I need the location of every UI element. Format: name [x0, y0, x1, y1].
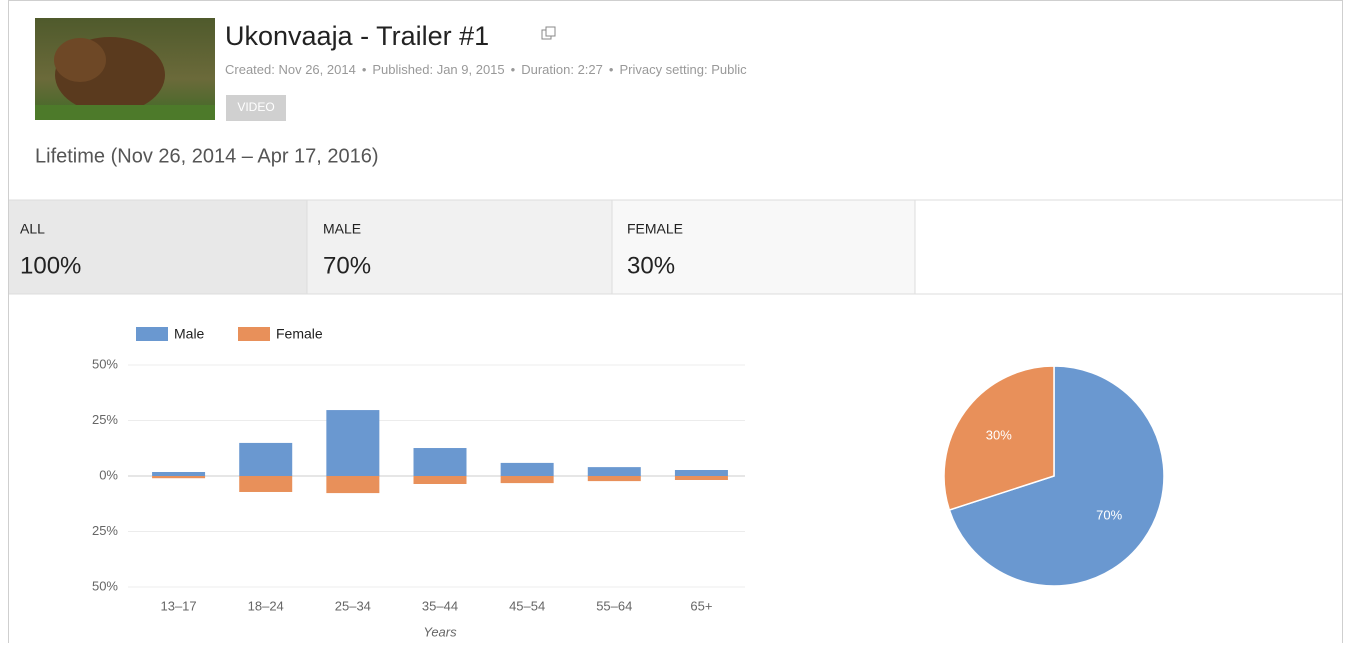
- bar: [675, 476, 728, 480]
- legend-label: Female: [276, 326, 323, 342]
- y-tick-label: 0%: [99, 467, 118, 482]
- bar: [414, 448, 467, 476]
- pie-label: 70%: [1096, 508, 1122, 523]
- tab-value: 30%: [627, 252, 675, 279]
- video-title[interactable]: Ukonvaaja - Trailer #1: [225, 21, 489, 51]
- y-tick-label: 50%: [92, 356, 118, 371]
- x-tick-label: 13–17: [160, 598, 196, 613]
- bar: [414, 476, 467, 484]
- bar: [588, 476, 641, 481]
- bar: [152, 476, 205, 478]
- tab-label[interactable]: MALE: [323, 221, 361, 237]
- page: Ukonvaaja - Trailer #1 Created: Nov 26, …: [0, 0, 1352, 648]
- tab-bg: [915, 200, 1342, 294]
- separator: •: [609, 62, 614, 77]
- tabs: ALL 100% MALE 70% FEMALE 30%: [9, 200, 1342, 294]
- period: Lifetime (Nov 26, 2014 – Apr 17, 2016): [35, 145, 379, 167]
- x-tick-label: 55–64: [596, 598, 632, 613]
- badge: VIDEO: [237, 100, 274, 114]
- bar: [326, 476, 379, 493]
- video-meta: Created: Nov 26, 2014 • Published: Jan 9, …: [225, 62, 747, 77]
- meta-item: Published: Jan 9, 2015: [372, 62, 504, 77]
- legend-swatch: [238, 327, 270, 341]
- bar: [152, 472, 205, 476]
- x-tick-label: 18–24: [248, 598, 284, 613]
- y-tick-label: 25%: [92, 523, 118, 538]
- x-axis-title: Years: [423, 624, 457, 639]
- legend-label: Male: [174, 326, 205, 342]
- tab-bg[interactable]: [9, 200, 307, 294]
- bar: [501, 476, 554, 483]
- thumbnail[interactable]: [35, 18, 215, 120]
- y-tick-label: 50%: [92, 578, 118, 593]
- bar: [501, 463, 554, 476]
- tab-label[interactable]: ALL: [20, 221, 45, 237]
- x-tick-label: 65+: [690, 598, 712, 613]
- tab-value: 70%: [323, 252, 371, 279]
- bar: [326, 410, 379, 476]
- tab-bg[interactable]: [307, 200, 612, 294]
- x-tick-label: 35–44: [422, 598, 458, 613]
- tab-label[interactable]: FEMALE: [627, 221, 683, 237]
- separator: •: [362, 62, 367, 77]
- meta-item: Privacy setting: Public: [619, 62, 747, 77]
- pie-label: 30%: [986, 427, 1012, 442]
- tab-value: 100%: [20, 252, 81, 279]
- bar: [239, 443, 292, 476]
- meta-item: Created: Nov 26, 2014: [225, 62, 356, 77]
- x-tick-label: 45–54: [509, 598, 545, 613]
- analytics-view: Ukonvaaja - Trailer #1 Created: Nov 26, …: [0, 0, 1352, 643]
- meta-item: Duration: 2:27: [521, 62, 603, 77]
- x-tick-label: 25–34: [335, 598, 371, 613]
- legend-swatch: [136, 327, 168, 341]
- bar: [588, 467, 641, 476]
- bar: [239, 476, 292, 492]
- separator: •: [511, 62, 516, 77]
- y-tick-label: 25%: [92, 412, 118, 427]
- tab-bg[interactable]: [612, 200, 915, 294]
- bar: [675, 470, 728, 476]
